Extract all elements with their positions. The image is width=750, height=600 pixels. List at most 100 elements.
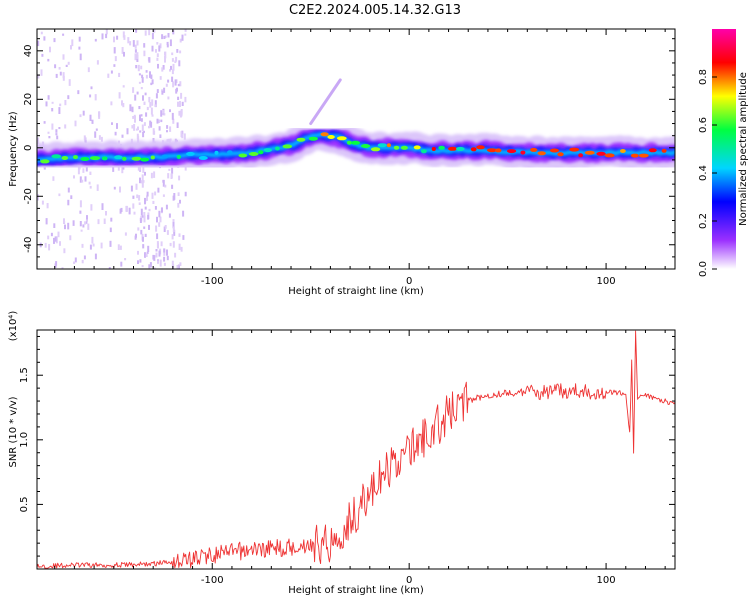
- speckle: [160, 110, 163, 117]
- speckle: [144, 197, 146, 205]
- speckle: [116, 35, 119, 40]
- speckle: [163, 35, 166, 39]
- speckle: [138, 81, 141, 84]
- speckle: [164, 225, 167, 229]
- speckle: [49, 46, 51, 53]
- speckle: [142, 131, 145, 138]
- speckle: [148, 224, 150, 230]
- speckle: [167, 173, 170, 179]
- speckle: [67, 222, 70, 230]
- speckle: [59, 103, 62, 107]
- speckle: [145, 253, 148, 257]
- peak: [421, 149, 427, 154]
- speckle: [79, 221, 82, 227]
- speckle: [140, 65, 143, 70]
- speckle: [179, 262, 182, 266]
- speckle: [145, 74, 148, 79]
- y-tick-label: -20: [23, 188, 34, 204]
- speckle: [142, 215, 144, 218]
- speckle: [100, 136, 103, 142]
- x-tick-label: -100: [201, 276, 224, 287]
- speckle: [166, 230, 169, 235]
- peak: [557, 152, 564, 157]
- peak: [413, 145, 421, 150]
- y-tick-label: 0.5: [19, 496, 30, 512]
- speckle: [94, 38, 97, 42]
- speckle: [79, 53, 82, 61]
- peak: [549, 148, 560, 153]
- colorbar-tick-label: 0.6: [698, 117, 709, 133]
- speckle: [142, 236, 144, 242]
- peak: [470, 147, 477, 152]
- peak: [114, 155, 123, 160]
- speckle: [141, 174, 144, 181]
- speckle: [151, 32, 154, 40]
- speckle: [90, 86, 93, 90]
- peak: [377, 143, 387, 148]
- speckle: [162, 65, 165, 70]
- speckle: [123, 51, 125, 57]
- speckle: [151, 192, 154, 199]
- speckle: [156, 89, 159, 93]
- speckle: [141, 74, 144, 79]
- speckle: [97, 219, 100, 225]
- speckle: [166, 255, 169, 261]
- colorbar-tick-label: 0.2: [698, 213, 709, 229]
- speckle: [46, 203, 49, 209]
- speckle: [163, 226, 166, 232]
- speckle: [121, 134, 124, 138]
- speckle: [81, 259, 84, 264]
- speckle: [109, 227, 112, 233]
- peak: [275, 146, 280, 151]
- speckle: [58, 127, 61, 130]
- speckle: [118, 92, 121, 99]
- speckle: [73, 175, 75, 179]
- speckle: [171, 76, 174, 82]
- speckle: [63, 218, 65, 224]
- speckle: [123, 35, 126, 40]
- speckle: [37, 40, 40, 47]
- speckle: [166, 44, 169, 48]
- speckle: [89, 185, 92, 189]
- speckle: [59, 241, 61, 246]
- speckle: [41, 53, 44, 57]
- speckle: [108, 267, 111, 269]
- speckle: [125, 206, 128, 212]
- peak: [578, 153, 583, 158]
- speckle: [51, 108, 54, 112]
- x-tick-label: -100: [201, 575, 224, 586]
- speckle: [140, 114, 143, 117]
- speckle: [70, 195, 73, 199]
- speckle: [64, 124, 67, 129]
- speckle: [77, 90, 80, 95]
- snr-panel: -100 0 100 0.5 1.0 1.5 Height of straight lin…: [8, 311, 676, 596]
- speckle: [134, 44, 137, 49]
- speckle: [136, 52, 139, 60]
- speckle: [98, 112, 101, 119]
- speckle: [62, 33, 65, 36]
- speckle: [110, 70, 113, 74]
- spectrogram-x-label: Height of straight line (km): [288, 286, 424, 297]
- snr-y-scale-label: (x10⁴): [8, 311, 19, 342]
- speckle: [136, 40, 139, 46]
- speckle: [169, 126, 172, 132]
- speckle: [175, 88, 178, 94]
- speckle: [55, 129, 58, 133]
- peak: [520, 150, 526, 155]
- speckle: [177, 192, 180, 196]
- speckle: [155, 249, 158, 252]
- speckle: [154, 191, 157, 196]
- speckle: [136, 194, 139, 199]
- speckle: [135, 65, 138, 69]
- speckle: [53, 223, 56, 228]
- speckle: [178, 233, 181, 237]
- speckle: [147, 245, 150, 252]
- snr-line: [37, 330, 675, 569]
- speckle: [107, 73, 110, 78]
- speckle: [133, 211, 136, 215]
- speckle: [167, 79, 170, 83]
- speckle: [85, 221, 88, 224]
- speckle: [169, 109, 171, 113]
- speckle: [141, 265, 144, 268]
- speckle: [142, 95, 144, 101]
